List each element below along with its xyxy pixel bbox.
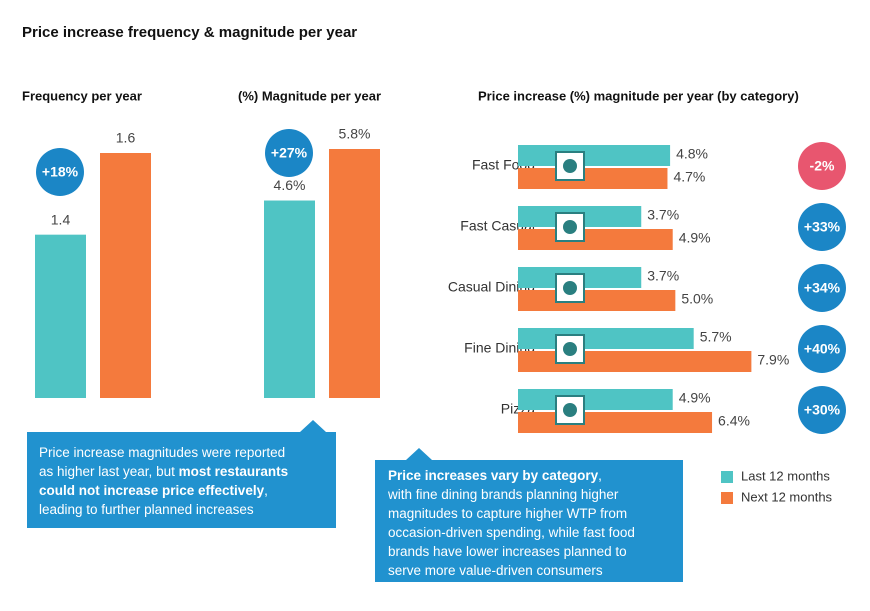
category-icon — [563, 403, 577, 417]
bar — [264, 200, 315, 398]
chart-title: Price increase (%) magnitude per year (b… — [478, 88, 799, 103]
legend-swatch — [721, 492, 733, 504]
callout-text: Price increase magnitudes were reported — [39, 445, 285, 460]
bar — [518, 389, 673, 410]
value-label: 4.6% — [274, 177, 306, 193]
page-title: Price increase frequency & magnitude per… — [22, 24, 357, 41]
category-icon — [563, 220, 577, 234]
value-label: 4.9% — [679, 390, 711, 406]
value-label: 5.7% — [700, 329, 732, 345]
callout-segment: leading to further planned increases — [39, 502, 254, 517]
bar — [518, 351, 752, 372]
callout-segment: , — [598, 468, 602, 483]
value-label: 1.4 — [51, 211, 71, 227]
bar — [518, 290, 676, 311]
value-label: 4.9% — [679, 230, 711, 246]
callout-segment: Price increases vary by category — [388, 468, 599, 483]
callout-text: Price increases vary by category, — [388, 468, 602, 483]
legend-label: Last 12 months — [741, 468, 830, 483]
callout-segment: serve more value-driven consumers — [388, 563, 603, 578]
bar — [35, 234, 86, 398]
category-label: Fast Casual — [460, 218, 535, 234]
badge-label: +34% — [804, 280, 841, 296]
badge — [265, 129, 313, 177]
callout-segment: as higher last year, but — [39, 464, 179, 479]
callout-segment: magnitudes to capture higher WTP from — [388, 506, 627, 521]
callout-text: with fine dining brands planning higher — [387, 487, 619, 502]
badge — [798, 203, 846, 251]
callout-segment: brands have lower increases planned to — [388, 544, 627, 559]
bar — [329, 149, 380, 398]
bar — [518, 145, 671, 166]
callout-text: could not increase price effectively, — [39, 483, 268, 498]
callout-text: occasion-driven spending, while fast foo… — [388, 525, 635, 540]
chart-title: Frequency per year — [22, 88, 142, 103]
value-label: 5.0% — [681, 291, 713, 307]
callout-text: leading to further planned increases — [39, 502, 254, 517]
callout-segment: , — [264, 483, 268, 498]
bar — [518, 412, 713, 433]
bar — [518, 168, 668, 189]
badge-label: +30% — [804, 402, 841, 418]
value-label: 7.9% — [757, 352, 789, 368]
category-icon — [555, 212, 585, 242]
callout-text: as higher last year, but most restaurant… — [39, 464, 288, 479]
value-label: 6.4% — [718, 413, 750, 429]
badge — [798, 386, 846, 434]
value-label: 3.7% — [647, 207, 679, 223]
category-icon — [563, 342, 577, 356]
category-icon — [563, 159, 577, 173]
value-label: 3.7% — [647, 268, 679, 284]
callout-text: serve more value-driven consumers — [388, 563, 603, 578]
callout-box — [27, 420, 336, 528]
badge — [36, 148, 84, 196]
value-label: 4.8% — [676, 146, 708, 162]
bar — [518, 229, 673, 250]
callout-segment: most restaurants — [179, 464, 289, 479]
category-label: Fine Dining — [464, 340, 535, 356]
badge-label: +40% — [804, 341, 841, 357]
legend-swatch — [721, 471, 733, 483]
chart-title: (%) Magnitude per year — [238, 88, 381, 103]
callout-text: brands have lower increases planned to — [388, 544, 627, 559]
callout-text: magnitudes to capture higher WTP from — [388, 506, 627, 521]
category-label: Casual Dining — [448, 279, 535, 295]
bar — [100, 153, 151, 398]
bar — [518, 328, 694, 349]
value-label: 5.8% — [339, 126, 371, 142]
callout-segment: could not increase price effectively — [39, 483, 265, 498]
badge — [798, 264, 846, 312]
callout-box — [375, 448, 683, 582]
badge-label: +33% — [804, 219, 841, 235]
badge-label: +27% — [271, 145, 308, 161]
callout-segment: with fine dining brands planning higher — [387, 487, 619, 502]
badge — [798, 142, 846, 190]
value-label: 1.6 — [116, 130, 136, 146]
legend-label: Next 12 months — [741, 489, 833, 504]
badge-label: -2% — [810, 158, 835, 174]
category-icon — [563, 281, 577, 295]
callout-segment: occasion-driven spending, while fast foo… — [388, 525, 635, 540]
badge — [798, 325, 846, 373]
badge-label: +18% — [42, 164, 79, 180]
callout-segment: Price increase magnitudes were reported — [39, 445, 285, 460]
value-label: 4.7% — [673, 169, 705, 185]
